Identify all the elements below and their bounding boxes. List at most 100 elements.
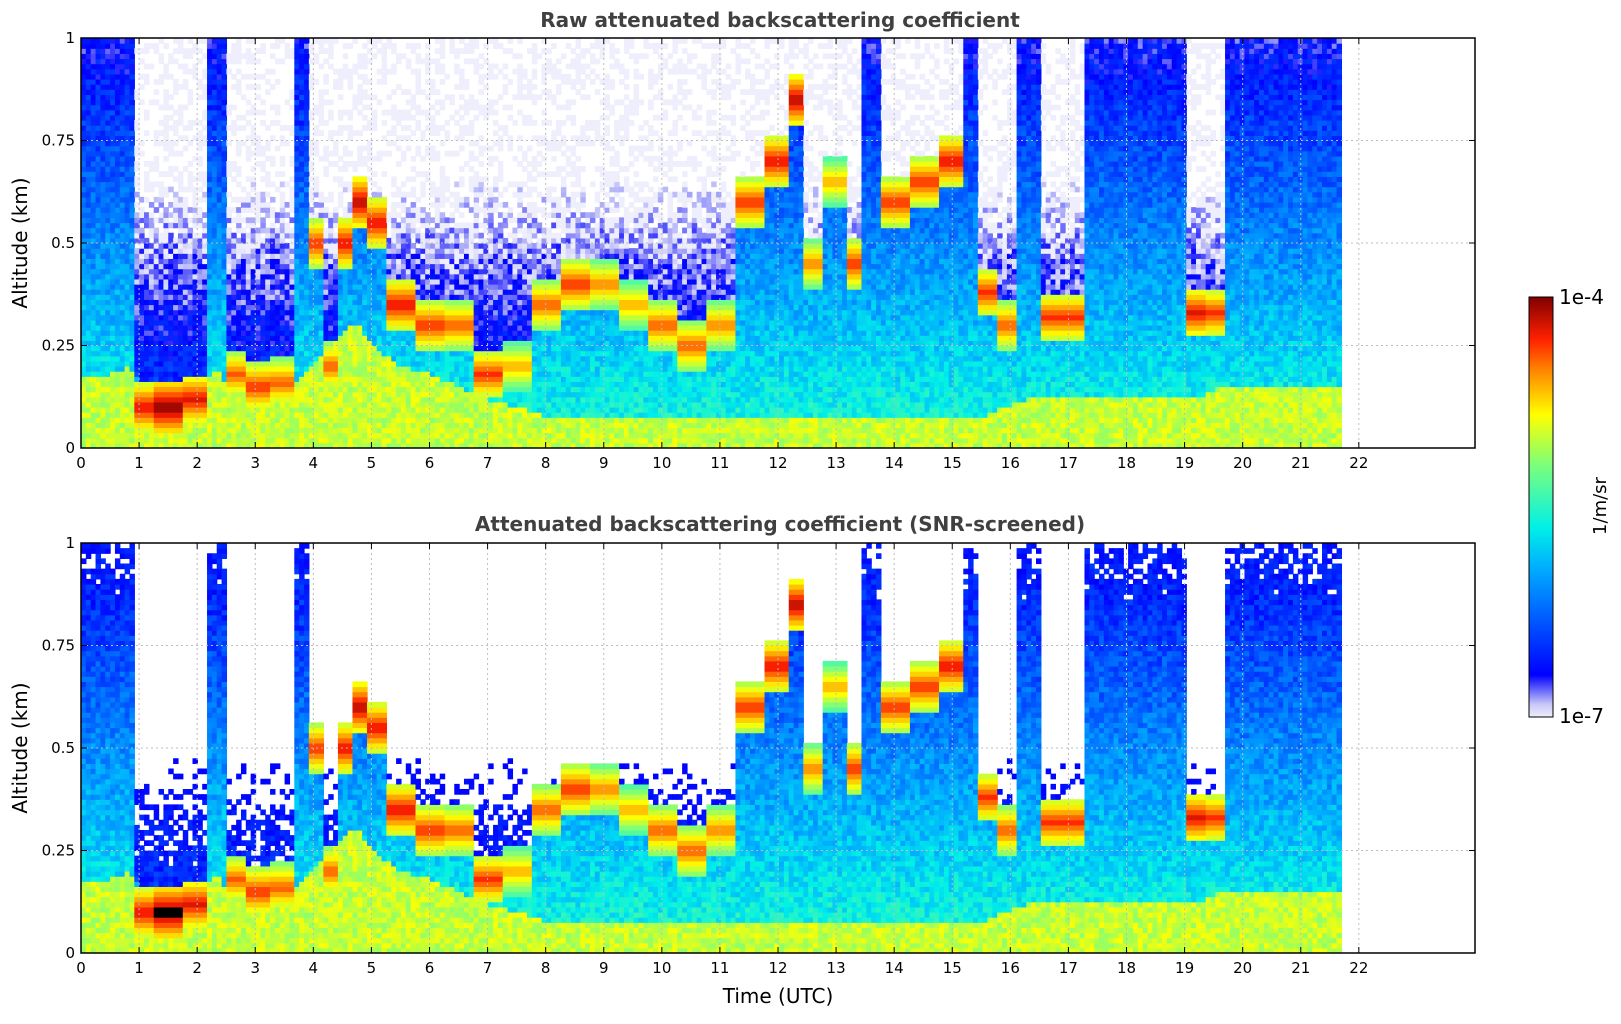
heatmap-cell [231,207,237,213]
heatmap-cell [328,299,334,306]
heatmap-cell [434,222,441,229]
heatmap-cell [110,253,116,259]
heatmap-cell [299,340,305,347]
heatmap-cell [313,314,320,321]
heatmap-cell [294,325,300,331]
heatmap-cell [265,350,271,357]
heatmap-cell [430,273,436,280]
heatmap-cell [270,273,276,280]
heatmap-cell [367,248,373,254]
heatmap-cell [425,63,431,70]
heatmap-cell [405,237,412,244]
heatmap-cell [100,63,106,70]
heatmap-cell [333,432,339,439]
heatmap-cell [308,263,315,270]
heatmap-cell [391,386,397,393]
heatmap-cell [386,294,392,300]
heatmap-cell [410,207,417,213]
heatmap-cell [294,412,300,418]
heatmap-cell [371,381,378,388]
heatmap-cell [410,114,417,121]
heatmap-cell [105,309,111,316]
heatmap-cell [313,319,320,326]
heatmap-cell [202,376,208,382]
heatmap-cell [328,391,334,398]
heatmap-cell [318,350,324,357]
heatmap-cell [439,437,446,444]
heatmap-cell [250,253,257,259]
heatmap-cell [124,48,131,54]
heatmap-cell [226,432,232,439]
heatmap-cell [187,278,194,285]
heatmap-cell [211,340,218,347]
heatmap-cell [376,186,383,193]
heatmap-cell [236,263,242,270]
heatmap-cell [342,248,349,254]
heatmap-cell [187,248,194,254]
heatmap-cell [415,171,421,177]
heatmap-cell [114,120,121,126]
heatmap-cell [308,217,315,224]
heatmap-cell [410,227,417,234]
heatmap-cell [289,176,295,183]
heatmap-cell [270,391,276,398]
heatmap-cell [95,53,101,60]
heatmap-cell [386,289,392,295]
heatmap-cell [337,258,344,265]
heatmap-cell [124,258,131,265]
heatmap-cell [187,442,194,448]
heatmap-cell [352,268,358,275]
heatmap-cell [299,412,305,418]
heatmap-cell [425,68,431,75]
heatmap-cell [274,345,281,352]
heatmap-cell [357,150,363,157]
heatmap-cell [400,366,407,372]
heatmap-cell [279,284,286,290]
heatmap-cell [134,407,140,413]
heatmap-cell [410,191,417,198]
heatmap-cell [114,196,121,203]
heatmap-cell [119,166,126,172]
heatmap-cell [279,171,286,177]
heatmap-cell [270,243,276,249]
heatmap-cell [347,186,354,193]
heatmap-cell [177,171,184,177]
heatmap-cell [289,243,295,249]
heatmap-cell [81,309,87,316]
heatmap-cell [284,258,291,265]
heatmap-cell [434,335,441,341]
heatmap-cell [352,99,358,106]
heatmap-cell [231,237,237,244]
heatmap-cell [454,366,460,372]
heatmap-cell [313,202,320,208]
heatmap-cell [187,412,194,418]
heatmap-cell [250,437,257,444]
heatmap-cell [207,319,213,326]
heatmap-cell [357,212,363,218]
heatmap-cell [134,48,140,54]
heatmap-cell [81,376,87,382]
heatmap-cell [430,422,436,429]
heatmap-cell [182,396,189,403]
heatmap-cell [153,232,160,239]
heatmap-cell [265,89,271,95]
heatmap-cell [357,161,363,167]
heatmap-cell [231,243,237,249]
heatmap-cell [129,232,135,239]
heatmap-cell [221,68,228,75]
heatmap-cell [396,432,402,439]
heatmap-cell [274,422,281,429]
heatmap-cell [216,176,223,183]
heatmap-cell [367,140,373,147]
heatmap-cell [85,345,92,352]
heatmap-cell [362,417,368,423]
heatmap-cell [173,150,179,157]
heatmap-cell [202,140,208,147]
heatmap-cell [352,386,358,393]
heatmap-cell [430,202,436,208]
heatmap-cell [255,273,261,280]
heatmap-cell [420,417,426,423]
heatmap-cell [381,227,388,234]
heatmap-cell [260,99,266,106]
heatmap-cell [352,207,358,213]
